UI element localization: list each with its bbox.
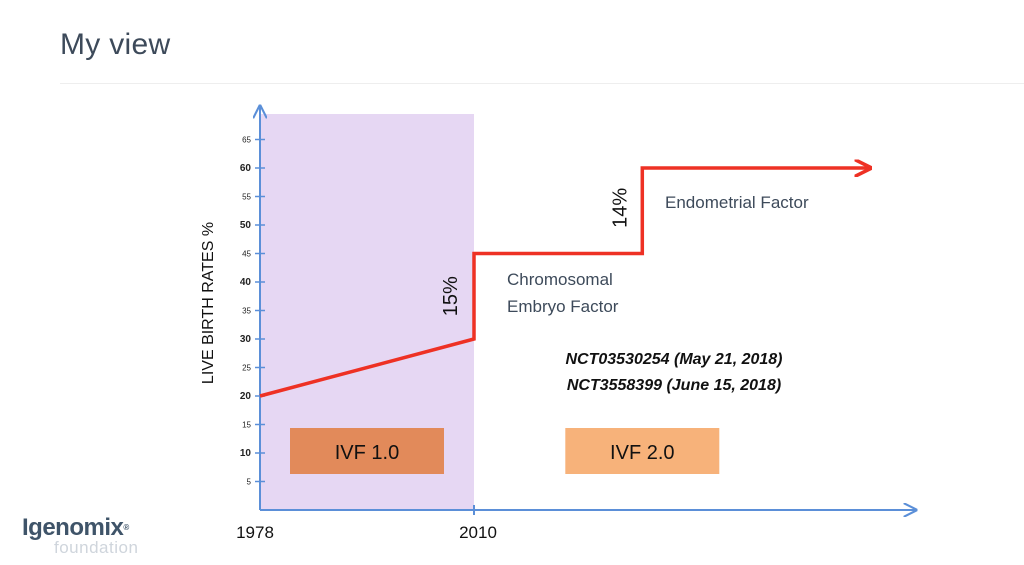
era-label: IVF 1.0 [335,442,399,464]
factor-annotation: Chromosomal [507,270,613,289]
logo-subtitle: foundation [54,538,139,557]
step-increase-label: 14% [609,188,631,228]
logo-name: Igenomix [22,514,124,541]
y-tick-label: 65 [242,136,251,145]
era-label: IVF 2.0 [610,442,674,464]
igenomix-logo: Igenomix® foundation [22,516,197,560]
trial-id: NCT3558399 (June 15, 2018) [567,377,781,394]
slide-title: My view [60,28,171,61]
y-tick-label: 25 [242,364,251,373]
live-birth-rate-line [259,168,870,398]
y-tick-label: 55 [242,193,251,202]
trial-id: NCT03530254 (May 21, 2018) [565,351,782,368]
era-box [565,428,720,474]
step-increase-label: 15% [440,276,462,316]
y-tick-label: 60 [240,163,252,174]
title-divider [60,83,1024,84]
y-tick-label: 5 [247,478,252,487]
y-tick-label: 30 [240,334,252,345]
y-tick-label: 50 [240,220,252,231]
y-tick-label: 40 [240,277,252,288]
factor-annotation: Embryo Factor [507,297,619,316]
factor-annotation: Endometrial Factor [665,193,809,212]
y-tick-label: 20 [240,391,252,402]
era-box [290,428,444,474]
x-tick-label: 1978 [236,523,274,542]
x-tick-label: 2010 [459,523,497,542]
y-tick-label: 45 [242,250,251,259]
y-tick-label: 15 [242,421,251,430]
y-tick-label: 35 [242,307,251,316]
y-tick-label: 10 [240,448,252,459]
y-axis-label: LIVE BIRTH RATES % [200,222,217,384]
